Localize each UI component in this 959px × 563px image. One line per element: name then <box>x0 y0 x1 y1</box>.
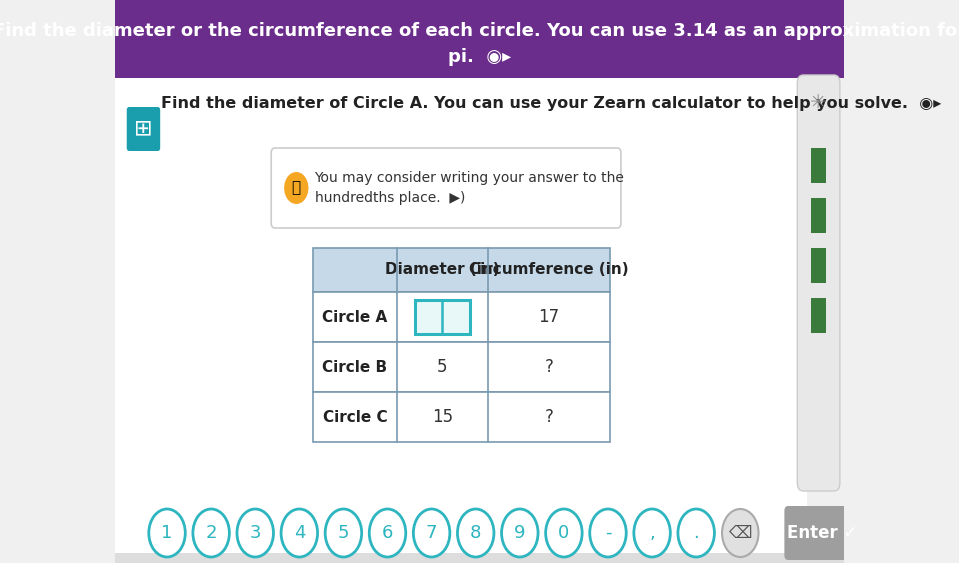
FancyBboxPatch shape <box>811 298 827 333</box>
FancyBboxPatch shape <box>127 107 160 151</box>
Circle shape <box>284 172 309 204</box>
Circle shape <box>413 509 450 557</box>
Circle shape <box>193 509 229 557</box>
FancyBboxPatch shape <box>313 342 610 392</box>
FancyBboxPatch shape <box>811 198 827 233</box>
Text: 6: 6 <box>382 524 393 542</box>
Text: ⊞: ⊞ <box>134 119 152 139</box>
Text: hundredths place.  ▶): hundredths place. ▶) <box>315 191 465 205</box>
FancyBboxPatch shape <box>313 292 610 342</box>
Circle shape <box>546 509 582 557</box>
Circle shape <box>149 509 185 557</box>
Text: 8: 8 <box>470 524 481 542</box>
Text: 3: 3 <box>249 524 261 542</box>
Circle shape <box>502 509 538 557</box>
Circle shape <box>237 509 273 557</box>
Text: 7: 7 <box>426 524 437 542</box>
FancyBboxPatch shape <box>313 248 610 292</box>
Text: 2: 2 <box>205 524 217 542</box>
Text: pi.  ◉▸: pi. ◉▸ <box>448 48 511 66</box>
Circle shape <box>722 509 759 557</box>
Text: ?: ? <box>545 408 553 426</box>
Text: ,: , <box>649 524 655 542</box>
FancyBboxPatch shape <box>784 506 860 560</box>
FancyBboxPatch shape <box>415 300 470 334</box>
Circle shape <box>590 509 626 557</box>
Text: 💡: 💡 <box>292 181 301 195</box>
FancyBboxPatch shape <box>115 78 807 563</box>
Text: 5: 5 <box>437 358 448 376</box>
Text: 9: 9 <box>514 524 526 542</box>
FancyBboxPatch shape <box>115 553 845 563</box>
Text: You may consider writing your answer to the: You may consider writing your answer to … <box>315 171 624 185</box>
Circle shape <box>281 509 317 557</box>
Text: .: . <box>693 524 699 542</box>
Text: Circle C: Circle C <box>322 409 387 425</box>
Text: ?: ? <box>545 358 553 376</box>
Text: 0: 0 <box>558 524 570 542</box>
Text: -: - <box>605 524 611 542</box>
Text: 1: 1 <box>161 524 173 542</box>
Text: Diameter (in): Diameter (in) <box>385 262 500 278</box>
Text: 5: 5 <box>338 524 349 542</box>
FancyBboxPatch shape <box>271 148 620 228</box>
Text: Find the diameter or the circumference of each circle. You can use 3.14 as an ap: Find the diameter or the circumference o… <box>0 22 959 40</box>
FancyBboxPatch shape <box>811 248 827 283</box>
FancyBboxPatch shape <box>811 148 827 183</box>
Text: Find the diameter of Circle A. You can use your Zearn calculator to help you sol: Find the diameter of Circle A. You can u… <box>161 96 941 111</box>
Circle shape <box>634 509 670 557</box>
Text: Circumference (in): Circumference (in) <box>469 262 628 278</box>
Circle shape <box>678 509 714 557</box>
Text: Circle B: Circle B <box>322 360 387 374</box>
Text: 4: 4 <box>293 524 305 542</box>
Circle shape <box>369 509 406 557</box>
Text: 17: 17 <box>538 308 559 326</box>
Text: 15: 15 <box>432 408 453 426</box>
Text: ✳: ✳ <box>810 93 827 113</box>
Text: ⌫: ⌫ <box>729 524 752 542</box>
Circle shape <box>325 509 362 557</box>
Circle shape <box>457 509 494 557</box>
FancyBboxPatch shape <box>115 0 845 78</box>
FancyBboxPatch shape <box>313 392 610 442</box>
Text: Enter ✓: Enter ✓ <box>787 524 857 542</box>
Text: Circle A: Circle A <box>322 310 387 324</box>
FancyBboxPatch shape <box>797 75 840 491</box>
